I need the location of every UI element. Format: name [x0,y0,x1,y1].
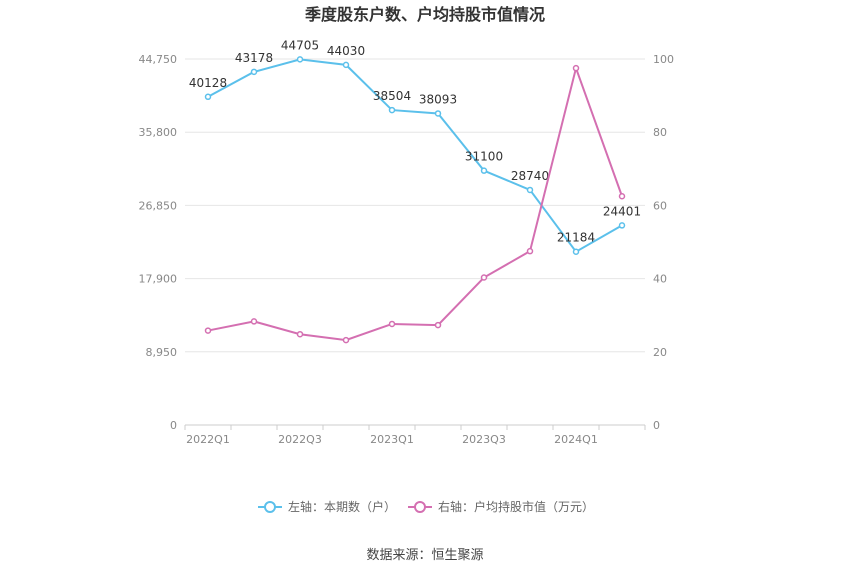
y-right-tick-label: 80 [653,126,667,139]
data-point [204,93,212,101]
data-point [618,222,626,229]
data-point [204,327,212,334]
legend[interactable]: 左轴：本期数（户） 右轴：户均持股市值（万元） [258,499,594,514]
data-label: 44705 [281,38,319,52]
data-point [388,320,396,328]
data-label: 21184 [557,231,595,245]
data-point [434,110,442,117]
legend-swatch-marker [414,501,426,513]
data-label: 44030 [327,44,365,58]
legend-item[interactable]: 左轴：本期数（户） [258,499,396,514]
y-right-tick-label: 40 [653,273,667,286]
y-left-tick-label: 0 [170,419,177,432]
y-right-tick-label: 60 [653,199,667,212]
y-right-tick-label: 20 [653,346,667,359]
data-point [342,336,350,344]
y-right-tick-label: 0 [653,419,660,432]
x-tick-label: 2022Q1 [186,433,230,446]
x-tick-label: 2024Q1 [554,433,598,446]
data-label: 38093 [419,92,457,106]
data-point [526,186,534,194]
y-left-tick-label: 26,850 [139,199,178,212]
data-point [480,274,488,281]
source-note: 数据来源：恒生聚源 [366,548,483,563]
series-shareholder-count: 40128 43178 44705 44030 38504 38093 31100 28740… [189,38,641,255]
data-point [250,68,258,76]
x-axis: 2022Q1 2022Q3 2023Q1 2023Q3 2024Q1 [184,425,646,446]
y-left-tick-label: 17,900 [139,273,178,286]
legend-item[interactable]: 右轴：户均持股市值（万元） [408,499,594,514]
x-tick-label: 2023Q3 [462,433,506,446]
data-point [572,248,580,255]
data-point [296,330,304,338]
legend-label: 左轴：本期数（户） [288,499,396,514]
data-label: 38504 [373,89,411,103]
y-left-tick-label: 8,950 [146,346,178,359]
x-tick-label: 2023Q1 [370,433,414,446]
y-left-tick-label: 44,750 [139,53,178,66]
data-label: 24401 [603,204,641,218]
grid [185,58,645,426]
data-label: 40128 [189,76,227,90]
data-point [618,193,626,200]
chart-title: 季度股东户数、户均持股市值情况 [304,5,545,24]
series-avg-holding-value [204,64,626,344]
legend-label: 右轴：户均持股市值（万元） [438,499,594,514]
data-label: 31100 [465,150,503,164]
series-layer: 40128 43178 44705 44030 38504 38093 31100 28740… [189,38,641,344]
data-point [434,321,442,329]
data-point [526,247,534,255]
y-right-tick-label: 100 [653,53,674,66]
legend-swatch-marker [264,501,276,513]
data-label: 28740 [511,169,549,183]
series-line [207,64,623,342]
data-point [388,106,396,114]
data-point [480,167,488,174]
data-point [296,56,304,63]
x-tick-label: 2022Q3 [278,433,322,446]
y-left-tick-label: 35,800 [139,126,178,139]
data-point [572,64,580,72]
data-label: 43178 [235,51,273,65]
y-right-axis: 0 20 40 60 80 100 [653,53,674,432]
series-line [207,58,623,254]
y-left-axis: 0 8,950 17,900 26,850 35,800 44,750 [139,53,178,432]
data-point [342,61,350,69]
data-point [250,318,258,325]
